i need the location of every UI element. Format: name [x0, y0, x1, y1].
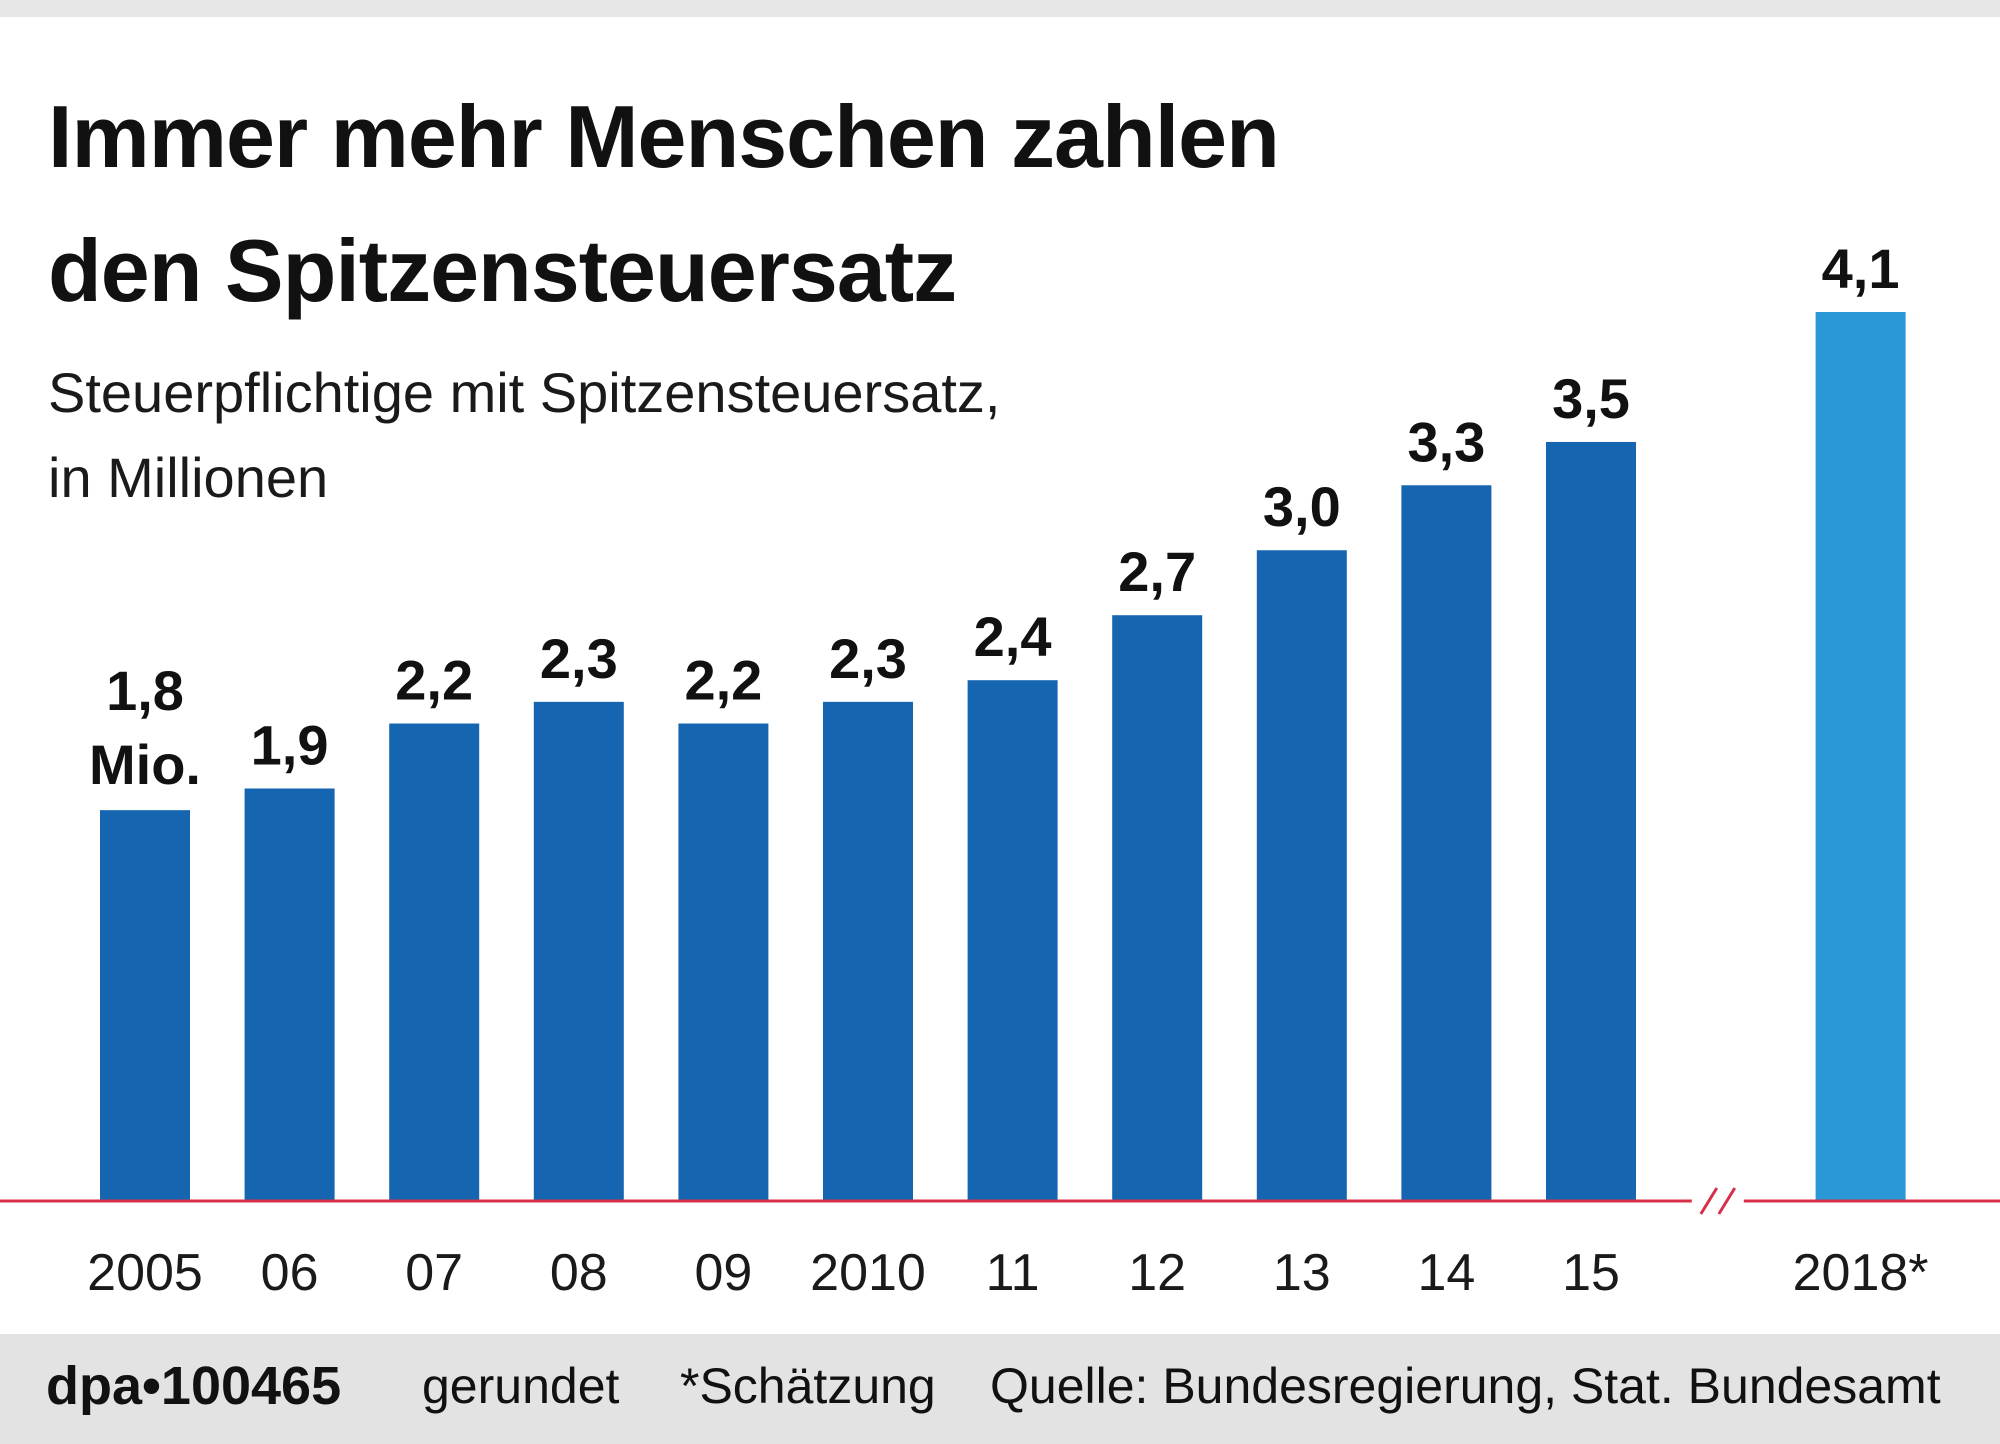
bar-2018* [1815, 312, 1906, 1200]
bar-2010 [823, 701, 913, 1200]
value-label-07: 2,2 [395, 649, 473, 712]
value-label-2018*: 4,1 [1822, 237, 1900, 300]
value-label-08: 2,3 [540, 627, 618, 690]
chart-subtitle: Steuerpflichtige mit Spitzensteuersatz, … [48, 361, 1001, 509]
value-label-09: 2,2 [684, 649, 762, 712]
estimate-note: *Schätzung [680, 1358, 936, 1414]
bar-07 [389, 723, 480, 1200]
value-label-2005: 1,8 [106, 659, 184, 722]
bar-14 [1401, 485, 1492, 1200]
value-label-14: 3,3 [1407, 410, 1485, 473]
x-tick-08: 08 [550, 1244, 608, 1302]
x-tick-11: 11 [986, 1244, 1040, 1302]
chart-title: Immer mehr Menschen zahlen den Spitzenst… [48, 87, 1280, 320]
bar-11 [967, 680, 1058, 1200]
value-label-13: 3,0 [1263, 475, 1341, 538]
x-tick-15: 15 [1562, 1244, 1620, 1302]
x-tick-12: 12 [1128, 1244, 1186, 1302]
footer: dpa•100465 gerundet *Schätzung Quelle: B… [0, 1334, 2000, 1444]
x-tick-09: 09 [694, 1244, 752, 1302]
agency-credit: dpa•100465 [46, 1356, 342, 1416]
bar-13 [1256, 550, 1347, 1200]
value-label-12: 2,7 [1118, 540, 1196, 603]
value-label-2010: 2,3 [829, 627, 907, 690]
bar-2005 [100, 810, 190, 1200]
bar-chart: 1,8 Mio. 2005 1,9 06 2,2 07 2,3 08 2,2 09 2,3 2010 2,… [0, 237, 2000, 1302]
x-tick-14: 14 [1417, 1244, 1475, 1302]
x-tick-2010: 2010 [810, 1244, 926, 1302]
bar-06 [244, 788, 335, 1200]
value-label-15: 3,5 [1552, 367, 1630, 430]
source-note: Quelle: Bundesregierung, Stat. Bundesamt [990, 1358, 1941, 1414]
top-band [0, 0, 2000, 17]
axis-break-marker [1691, 1187, 1744, 1215]
bar-15 [1546, 441, 1636, 1200]
x-tick-07: 07 [405, 1244, 463, 1302]
value-label-06: 1,9 [251, 713, 329, 776]
x-tick-06: 06 [261, 1244, 319, 1302]
bar-09 [678, 723, 769, 1200]
x-tick-2018*: 2018* [1793, 1244, 1929, 1302]
value-unit-label: Mio. [89, 733, 201, 796]
bar-08 [533, 701, 624, 1200]
x-tick-2005: 2005 [87, 1244, 203, 1302]
rounding-note: gerundet [422, 1358, 620, 1414]
x-tick-13: 13 [1273, 1244, 1331, 1302]
value-label-11: 2,4 [974, 605, 1052, 668]
bar-12 [1112, 615, 1203, 1200]
